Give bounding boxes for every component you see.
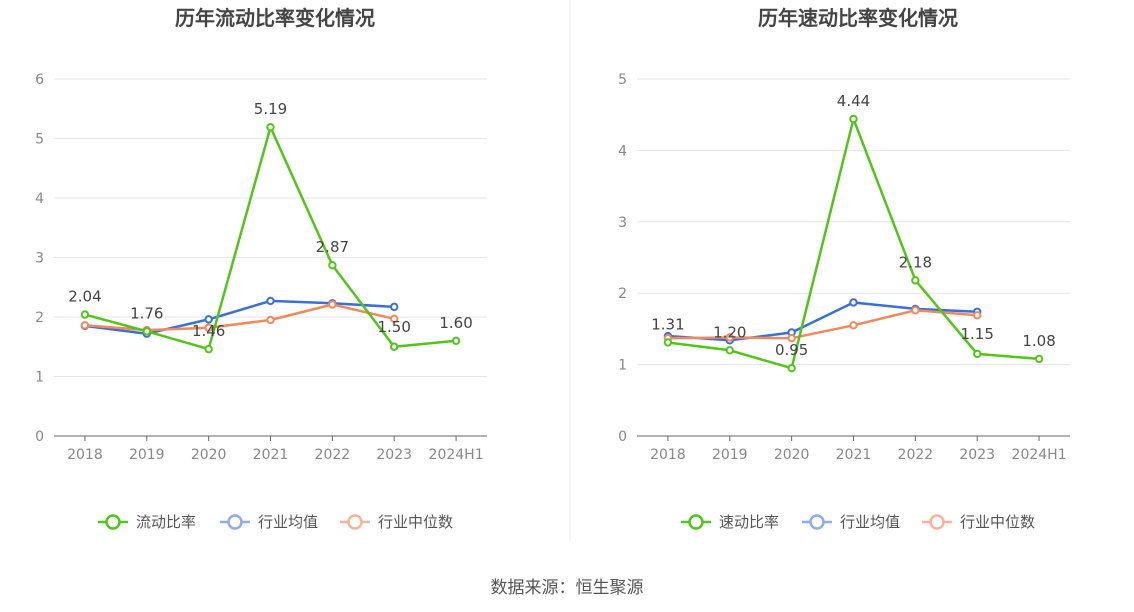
x-tick-label: 2022	[898, 447, 934, 463]
data-point	[390, 302, 399, 312]
x-tick-label: 2020	[774, 447, 810, 463]
series-line-1	[667, 301, 978, 342]
series-line-1	[84, 299, 395, 335]
data-label: 1.20	[713, 323, 746, 341]
y-tick-label: 3	[618, 215, 627, 231]
data-label: 5.19	[254, 100, 287, 118]
legend-swatch-marker	[688, 514, 704, 530]
data-point	[725, 333, 734, 342]
y-tick-label: 6	[35, 72, 44, 88]
data-point	[973, 311, 982, 320]
data-point	[266, 122, 275, 132]
legend-label: 流动比率	[136, 513, 196, 531]
data-point	[849, 298, 858, 307]
data-label: 1.60	[439, 314, 472, 332]
x-tick-label: 2023	[376, 447, 412, 463]
data-label: 1.46	[192, 322, 225, 340]
legend-swatch-marker	[105, 514, 121, 530]
data-point	[911, 306, 920, 315]
data-point	[787, 333, 796, 343]
legend-label: 行业均值	[258, 513, 318, 531]
x-tick-label: 2020	[191, 447, 227, 463]
data-label: 1.76	[130, 304, 163, 322]
data-label: 0.95	[775, 341, 808, 359]
legend-swatch-marker	[227, 514, 243, 530]
data-label: 1.15	[961, 325, 994, 343]
y-tick-label: 0	[618, 429, 627, 445]
data-point	[663, 338, 673, 347]
data-point	[849, 321, 858, 330]
data-point	[1034, 354, 1044, 364]
data-source-footer: 数据来源：恒生聚源	[491, 578, 644, 598]
legend-swatch-marker	[929, 514, 945, 530]
current-ratio-chart: 历年流动比率变化情况 0 1 2 3 4 5 6 2018 2019 2020 2021 2022 202…	[35, 6, 487, 531]
data-point	[328, 300, 337, 309]
legend-label: 行业均值	[840, 513, 900, 531]
data-point	[204, 344, 213, 354]
data-point	[390, 342, 399, 351]
data-point	[266, 315, 275, 325]
y-tick-label: 3	[35, 251, 44, 267]
data-point	[80, 310, 90, 319]
data-point	[911, 276, 920, 285]
y-tick-label: 1	[35, 370, 44, 386]
data-label: 4.44	[837, 92, 870, 110]
data-point	[451, 336, 461, 345]
x-tick-label: 2024H1	[429, 447, 484, 463]
data-point	[80, 321, 90, 330]
x-tick-label: 2021	[836, 447, 872, 463]
data-point	[204, 323, 213, 332]
x-tick-label: 2019	[712, 447, 748, 463]
x-tick-label: 2018	[650, 447, 686, 463]
series-line-2	[667, 309, 978, 340]
data-point	[142, 327, 151, 336]
data-point	[973, 349, 982, 359]
data-point	[725, 346, 734, 355]
legend-label: 行业中位数	[960, 513, 1035, 531]
data-label: 1.50	[378, 318, 411, 336]
data-label: 2.18	[899, 253, 932, 271]
x-tick-label: 2018	[67, 447, 103, 463]
x-tick-label: 2022	[315, 447, 351, 463]
x-tick-label: 2019	[129, 447, 165, 463]
data-label: 2.87	[316, 238, 349, 256]
legend-label: 速动比率	[719, 513, 779, 531]
data-point	[390, 314, 399, 323]
y-tick-label: 0	[35, 429, 44, 445]
y-tick-label: 5	[618, 72, 627, 88]
chart-title: 历年速动比率变化情况	[758, 6, 958, 30]
y-tick-label: 5	[35, 132, 44, 148]
data-label: 1.31	[651, 315, 684, 333]
data-label: 2.04	[68, 288, 101, 306]
data-label: 1.08	[1022, 332, 1055, 350]
legend-label: 行业中位数	[378, 513, 453, 531]
data-point	[787, 363, 796, 373]
data-point	[266, 296, 275, 306]
data-point	[328, 261, 337, 270]
y-tick-label: 2	[618, 286, 627, 302]
y-tick-label: 4	[618, 143, 627, 159]
quick-ratio-chart: 历年速动比率变化情况 0 1 2 3 4 5 2018 2019 2020 2021 2022 2023…	[618, 6, 1070, 531]
chart-title: 历年流动比率变化情况	[175, 6, 375, 30]
data-point	[849, 114, 858, 124]
data-point	[204, 315, 213, 324]
legend-swatch-marker	[809, 514, 825, 530]
y-tick-label: 2	[35, 310, 44, 326]
y-tick-label: 1	[618, 358, 627, 374]
x-tick-label: 2021	[253, 447, 289, 463]
y-tick-label: 4	[35, 191, 44, 207]
x-tick-label: 2023	[959, 447, 995, 463]
legend-swatch-marker	[347, 514, 363, 530]
x-tick-label: 2024H1	[1012, 447, 1067, 463]
